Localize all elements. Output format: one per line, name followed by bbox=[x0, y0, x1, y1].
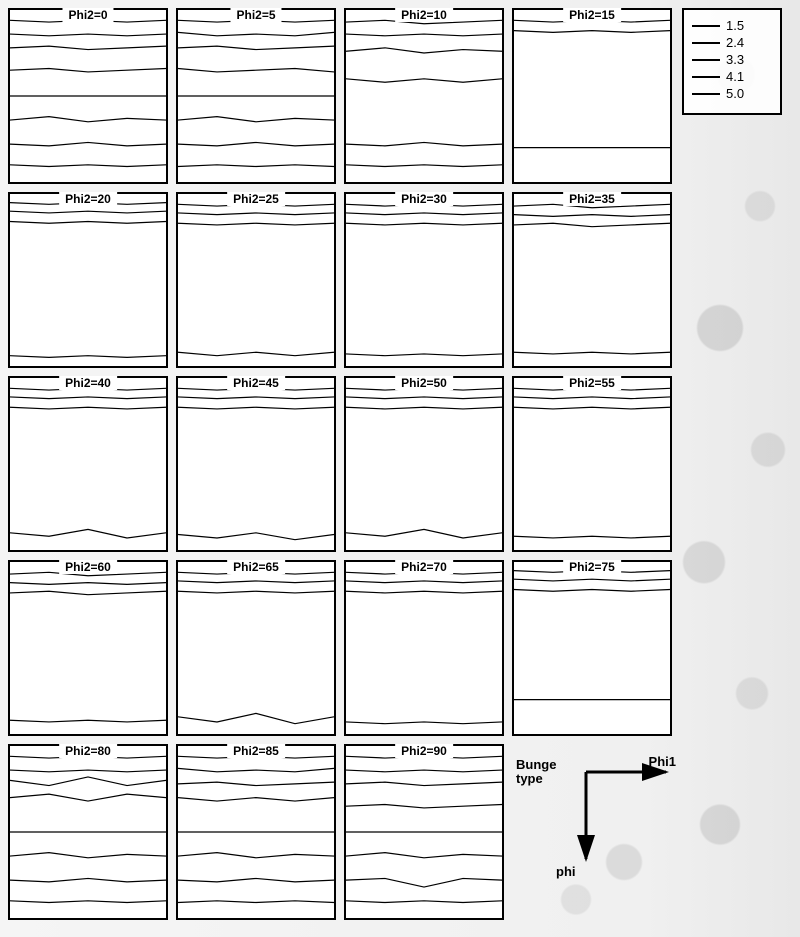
legend-line-icon bbox=[692, 93, 720, 95]
panel-title: Phi2=25 bbox=[227, 192, 285, 206]
panel-title: Phi2=0 bbox=[62, 8, 113, 22]
odf-panel: Phi2=75 bbox=[512, 560, 672, 736]
legend-row: 2.4 bbox=[692, 35, 772, 50]
contour-plot bbox=[178, 746, 334, 918]
odf-panel: Phi2=30 bbox=[344, 192, 504, 368]
panel-title: Phi2=35 bbox=[563, 192, 621, 206]
odf-panel: Phi2=0 bbox=[8, 8, 168, 184]
legend-line-icon bbox=[692, 42, 720, 44]
odf-panel: Phi2=5 bbox=[176, 8, 336, 184]
odf-panel: Phi2=10 bbox=[344, 8, 504, 184]
legend-label: 1.5 bbox=[726, 18, 744, 33]
legend-label: 3.3 bbox=[726, 52, 744, 67]
contour-legend: 1.5 2.4 3.3 4.1 5.0 bbox=[682, 8, 782, 115]
contour-plot bbox=[346, 10, 502, 182]
legend-label: 2.4 bbox=[726, 35, 744, 50]
contour-plot bbox=[514, 378, 670, 550]
phi1-axis-label: Phi1 bbox=[649, 754, 676, 769]
bunge-type-label: Bunge type bbox=[516, 758, 576, 787]
panel-title: Phi2=15 bbox=[563, 8, 621, 22]
panel-title: Phi2=65 bbox=[227, 560, 285, 574]
odf-panel: Phi2=50 bbox=[344, 376, 504, 552]
legend-label: 5.0 bbox=[726, 86, 744, 101]
odf-panel: Phi2=20 bbox=[8, 192, 168, 368]
contour-plot bbox=[514, 562, 670, 734]
contour-plot bbox=[178, 378, 334, 550]
odf-panel: Phi2=80 bbox=[8, 744, 168, 920]
panel-title: Phi2=45 bbox=[227, 376, 285, 390]
panel-title: Phi2=90 bbox=[395, 744, 453, 758]
odf-panel: Phi2=40 bbox=[8, 376, 168, 552]
contour-plot bbox=[10, 10, 166, 182]
odf-panel: Phi2=70 bbox=[344, 560, 504, 736]
contour-plot bbox=[10, 746, 166, 918]
odf-panel: Phi2=25 bbox=[176, 192, 336, 368]
panel-title: Phi2=50 bbox=[395, 376, 453, 390]
legend-row: 5.0 bbox=[692, 86, 772, 101]
contour-plot bbox=[178, 10, 334, 182]
phi-axis-label: phi bbox=[556, 864, 576, 879]
legend-row: 4.1 bbox=[692, 69, 772, 84]
contour-plot bbox=[10, 194, 166, 366]
panel-title: Phi2=40 bbox=[59, 376, 117, 390]
odf-panel: Phi2=35 bbox=[512, 192, 672, 368]
contour-plot bbox=[346, 562, 502, 734]
odf-panel: Phi2=85 bbox=[176, 744, 336, 920]
panel-title: Phi2=5 bbox=[230, 8, 281, 22]
odf-panel: Phi2=15 bbox=[512, 8, 672, 184]
panel-title: Phi2=70 bbox=[395, 560, 453, 574]
panel-title: Phi2=85 bbox=[227, 744, 285, 758]
contour-plot bbox=[178, 194, 334, 366]
contour-plot bbox=[346, 194, 502, 366]
panel-title: Phi2=20 bbox=[59, 192, 117, 206]
odf-panel: Phi2=65 bbox=[176, 560, 336, 736]
contour-plot bbox=[514, 10, 670, 182]
contour-plot bbox=[10, 378, 166, 550]
legend-label: 4.1 bbox=[726, 69, 744, 84]
bunge-axis-diagram: Bunge type Phi1 phi bbox=[516, 754, 676, 914]
contour-plot bbox=[178, 562, 334, 734]
odf-panel: Phi2=45 bbox=[176, 376, 336, 552]
panel-title: Phi2=75 bbox=[563, 560, 621, 574]
odf-panel: Phi2=60 bbox=[8, 560, 168, 736]
legend-line-icon bbox=[692, 76, 720, 78]
contour-plot bbox=[10, 562, 166, 734]
legend-row: 3.3 bbox=[692, 52, 772, 67]
legend-line-icon bbox=[692, 59, 720, 61]
legend-row: 1.5 bbox=[692, 18, 772, 33]
panel-title: Phi2=60 bbox=[59, 560, 117, 574]
contour-plot bbox=[514, 194, 670, 366]
panel-title: Phi2=55 bbox=[563, 376, 621, 390]
contour-plot bbox=[346, 378, 502, 550]
contour-plot bbox=[346, 746, 502, 918]
legend-line-icon bbox=[692, 25, 720, 27]
odf-panel: Phi2=55 bbox=[512, 376, 672, 552]
panel-title: Phi2=10 bbox=[395, 8, 453, 22]
odf-panel: Phi2=90 bbox=[344, 744, 504, 920]
panel-title: Phi2=30 bbox=[395, 192, 453, 206]
panel-title: Phi2=80 bbox=[59, 744, 117, 758]
